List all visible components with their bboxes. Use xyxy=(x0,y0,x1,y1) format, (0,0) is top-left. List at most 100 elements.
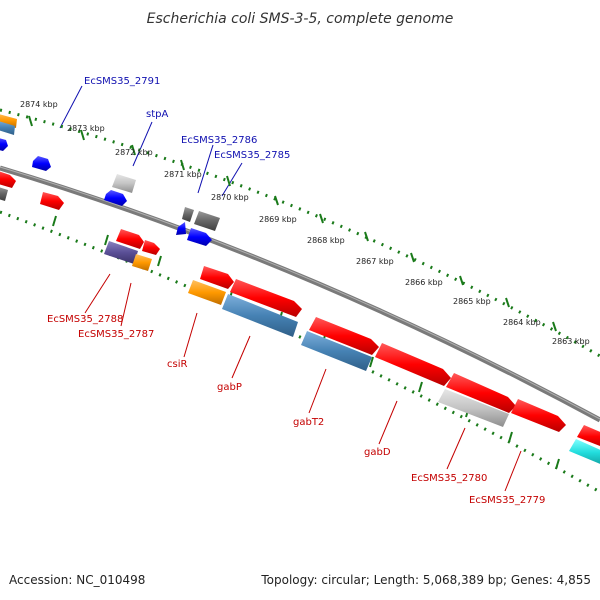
gene-label: stpA xyxy=(146,109,168,120)
tick-tracks xyxy=(0,108,600,494)
kbp-tick-label: 2866 kbp xyxy=(405,278,443,287)
major-tick xyxy=(552,321,557,332)
gene-feature xyxy=(40,192,64,210)
gene-feature xyxy=(116,229,144,249)
gene-feature xyxy=(0,138,8,151)
kbp-tick-label: 2868 kbp xyxy=(307,236,345,245)
major-tick xyxy=(555,458,560,470)
outer-tick-track xyxy=(0,108,600,358)
gene-label: gabP xyxy=(217,382,242,393)
gene-feature xyxy=(222,294,298,337)
gene-feature xyxy=(375,343,451,386)
leader-line xyxy=(446,427,466,470)
gene-feature xyxy=(511,399,566,432)
major-tick xyxy=(52,215,57,227)
leader-line xyxy=(120,282,132,327)
gene-feature xyxy=(309,317,379,355)
gene-feature xyxy=(132,254,152,271)
gene-label: EcSMS35_2785 xyxy=(214,150,290,161)
gene-feature xyxy=(104,241,138,264)
major-tick xyxy=(80,129,85,141)
gene-feature xyxy=(0,187,8,201)
gene-feature xyxy=(176,222,186,235)
gene-feature xyxy=(577,425,600,447)
plus-strand-gene-labels: EcSMS35_2791 stpA EcSMS35_2786 EcSMS35_2… xyxy=(84,76,290,161)
gene-label: csiR xyxy=(167,359,187,370)
major-tick xyxy=(180,159,185,171)
major-tick xyxy=(505,297,510,308)
plus-strand-genes xyxy=(0,114,220,246)
major-tick xyxy=(364,231,369,242)
minus-strand-genes xyxy=(0,171,600,464)
leader-line xyxy=(183,312,198,358)
accession-text: Accession: NC_010498 xyxy=(9,573,146,587)
major-tick xyxy=(508,431,513,443)
minus-strand-gene-labels: EcSMS35_2788 EcSMS35_2787 csiR gabP gabT… xyxy=(47,314,545,506)
gene-feature xyxy=(194,211,220,231)
leader-line xyxy=(231,335,251,379)
kbp-tick-label: 2874 kbp xyxy=(20,100,58,109)
gene-feature xyxy=(569,439,600,464)
major-tick xyxy=(410,252,415,263)
gene-label: EcSMS35_2788 xyxy=(47,314,123,325)
kbp-tick-label: 2863 kbp xyxy=(552,337,590,346)
leader-line xyxy=(308,368,327,414)
major-tick xyxy=(459,275,464,286)
kbp-tick-label: 2872 kbp xyxy=(115,148,153,157)
major-ticks-outer xyxy=(28,115,557,332)
gene-feature xyxy=(104,190,127,206)
kbp-tick-label: 2864 kbp xyxy=(503,318,541,327)
major-tick xyxy=(157,255,162,267)
gene-feature xyxy=(301,331,372,371)
kbp-tick-label: 2867 kbp xyxy=(356,257,394,266)
gene-label: EcSMS35_2786 xyxy=(181,135,257,146)
leader-line xyxy=(504,450,522,492)
gene-feature xyxy=(446,373,516,413)
kbp-tick-label: 2870 kbp xyxy=(211,193,249,202)
gene-label: gabD xyxy=(364,447,391,458)
gene-feature xyxy=(188,280,226,305)
minus-label-leaders xyxy=(84,273,522,492)
major-tick xyxy=(319,213,324,224)
gene-feature xyxy=(182,207,194,222)
gene-label: gabT2 xyxy=(293,417,324,428)
gene-feature xyxy=(230,279,302,317)
kbp-tick-label: 2871 kbp xyxy=(164,170,202,179)
genome-backbone-highlight xyxy=(0,166,600,420)
gene-feature xyxy=(438,389,509,427)
leader-line xyxy=(84,273,111,314)
gene-feature xyxy=(112,174,136,193)
major-tick xyxy=(274,195,279,206)
gene-label: EcSMS35_2791 xyxy=(84,76,160,87)
leader-line xyxy=(132,121,153,167)
kbp-tick-labels: 2874 kbp 2873 kbp 2872 kbp 2871 kbp 2870… xyxy=(20,100,590,346)
leader-line xyxy=(59,85,83,129)
gene-label: EcSMS35_2779 xyxy=(469,495,545,506)
gene-feature xyxy=(187,228,212,246)
gene-feature xyxy=(32,156,51,171)
major-tick xyxy=(418,381,423,393)
plus-label-leaders xyxy=(59,85,243,197)
genome-summary-text: Topology: circular; Length: 5,068,389 bp… xyxy=(261,573,591,587)
leader-line xyxy=(221,162,243,197)
kbp-tick-label: 2873 kbp xyxy=(67,124,105,133)
gene-label: EcSMS35_2780 xyxy=(411,473,487,484)
kbp-tick-label: 2865 kbp xyxy=(453,297,491,306)
leader-line xyxy=(378,400,398,445)
inner-tick-track xyxy=(0,210,600,494)
genome-backbone xyxy=(0,165,600,423)
leader-line xyxy=(197,144,214,194)
gene-feature xyxy=(200,266,234,289)
gene-feature xyxy=(0,121,15,135)
major-tick xyxy=(226,175,231,187)
major-tick xyxy=(369,356,374,368)
major-tick xyxy=(131,144,136,156)
gene-feature xyxy=(142,240,160,255)
map-title: Escherichia coli SMS-3-5, complete genom… xyxy=(147,11,454,27)
kbp-tick-label: 2869 kbp xyxy=(259,215,297,224)
major-tick xyxy=(104,234,109,246)
gene-label: EcSMS35_2787 xyxy=(78,329,154,340)
major-tick xyxy=(28,115,33,127)
gene-feature xyxy=(0,171,16,188)
